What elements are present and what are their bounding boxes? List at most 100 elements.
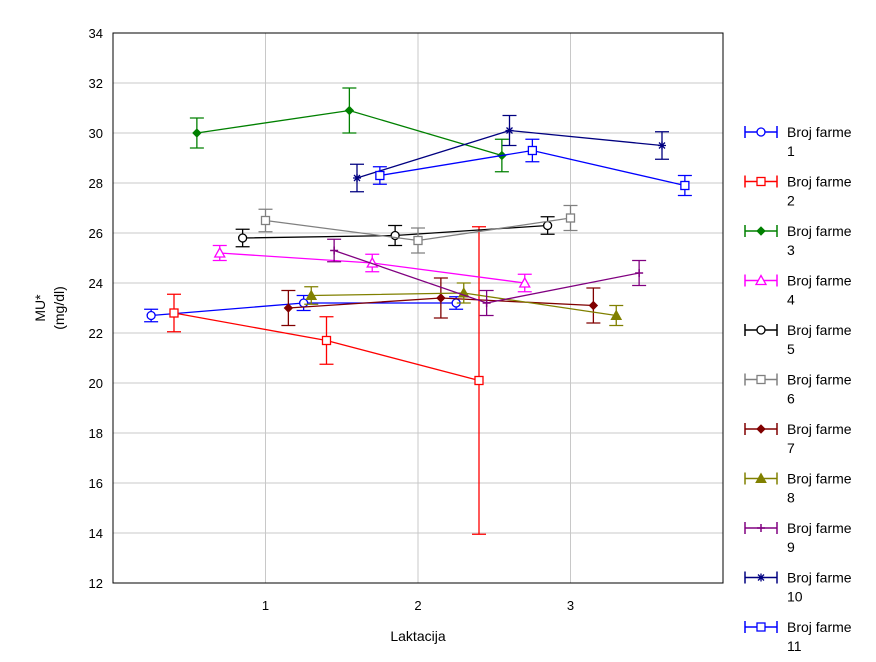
- data-point: [305, 289, 318, 300]
- series-2: [167, 226, 486, 535]
- legend-label-line-1: Broj farme: [787, 174, 852, 190]
- y-tick-label: 30: [89, 126, 103, 141]
- data-point: [321, 335, 332, 346]
- legend-cap: [744, 621, 778, 633]
- data-point: [213, 246, 226, 258]
- data-point: [344, 105, 355, 116]
- legend-label-line-1: Broj farme: [787, 570, 852, 586]
- series-11: [372, 138, 692, 197]
- legend-marker: [757, 573, 765, 582]
- y-tick-label: 22: [89, 326, 103, 341]
- y-tick-label: 14: [89, 526, 103, 541]
- y-tick-label: 18: [89, 426, 103, 441]
- series-group: [144, 87, 692, 535]
- data-point: [565, 213, 576, 223]
- data-point: [375, 170, 385, 181]
- legend-cap: [744, 571, 778, 584]
- y-tick-label: 12: [89, 576, 103, 591]
- legend-label-line-1: Broj farme: [787, 273, 852, 289]
- legend-label-line-1: Broj farme: [787, 471, 852, 487]
- legend-item-5: Broj farme 5: [744, 322, 852, 357]
- legend-label-line-2: 4: [787, 292, 795, 308]
- plot-area-frame: [112, 32, 724, 584]
- data-point: [353, 174, 361, 182]
- legend-label-line-1: Broj farme: [787, 223, 852, 239]
- series-3: [189, 87, 509, 173]
- legend-item-7: Broj farme 7: [744, 421, 852, 456]
- y-tick-label: 28: [89, 176, 103, 191]
- legend-marker: [756, 176, 766, 187]
- legend-marker: [756, 127, 766, 137]
- data-point: [169, 308, 179, 318]
- data-point: [413, 235, 423, 246]
- legend-cap: [744, 324, 778, 336]
- y-tick-label: 16: [89, 476, 103, 491]
- legend-cap: [744, 225, 778, 237]
- legend-label-line-2: 10: [787, 589, 803, 605]
- data-point: [330, 246, 339, 255]
- x-axis-label: Laktacija: [390, 628, 445, 644]
- data-point: [658, 141, 666, 150]
- legend-label-line-2: 9: [787, 539, 795, 555]
- legend-marker: [755, 472, 767, 483]
- legend-label-line-1: Broj farme: [787, 124, 852, 140]
- data-point: [283, 303, 294, 313]
- data-point: [474, 375, 484, 386]
- legend: Broj farme 1 Broj farme 2 Broj farme 3 Broj fa…: [744, 124, 852, 654]
- series-6: [258, 204, 578, 254]
- legend-label-line-2: 1: [787, 143, 795, 159]
- legend-item-9: Broj farme 9: [744, 520, 852, 555]
- x-tick-label: 2: [414, 598, 421, 613]
- legend-cap: [744, 126, 778, 138]
- legend-label-line-2: 8: [787, 490, 795, 506]
- legend-item-2: Broj farme 2: [744, 174, 852, 209]
- series-9: [327, 238, 647, 317]
- legend-label-line-2: 3: [787, 242, 795, 258]
- data-point: [610, 309, 623, 320]
- legend-label-line-1: Broj farme: [787, 520, 852, 536]
- legend-cap: [744, 423, 778, 435]
- data-point: [482, 299, 491, 307]
- y-axis-label-line-2: (mg/dl): [51, 286, 67, 330]
- legend-item-6: Broj farme 6: [744, 372, 852, 407]
- legend-label-line-1: Broj farme: [787, 322, 852, 338]
- y-tick-label: 24: [89, 276, 103, 291]
- data-point: [635, 269, 644, 277]
- y-tick-label: 26: [89, 226, 103, 241]
- y-tick-label: 32: [89, 76, 103, 91]
- legend-marker: [756, 424, 766, 434]
- legend-cap: [744, 522, 778, 534]
- y-tick-label: 20: [89, 376, 103, 391]
- legend-label-line-2: 6: [787, 391, 795, 407]
- data-point: [260, 215, 271, 226]
- legend-label-line-2: 7: [787, 440, 795, 456]
- data-point: [542, 220, 553, 231]
- series-10: [350, 114, 669, 193]
- legend-marker: [754, 274, 768, 286]
- data-point: [518, 276, 531, 288]
- legend-cap: [744, 472, 778, 485]
- legend-item-8: Broj farme 8: [744, 471, 852, 506]
- x-tick-label: 1: [262, 598, 269, 613]
- legend-label-line-1: Broj farme: [787, 619, 852, 635]
- legend-label-line-1: Broj farme: [787, 372, 852, 388]
- legend-cap: [744, 175, 778, 188]
- legend-cap: [744, 373, 778, 386]
- data-point: [680, 180, 690, 191]
- data-point: [146, 310, 156, 321]
- data-point: [192, 128, 202, 138]
- data-point: [527, 145, 538, 156]
- y-axis-label-line-1: MU*: [32, 294, 48, 322]
- data-point: [436, 293, 446, 303]
- data-point: [505, 126, 514, 135]
- legend-label-line-2: 2: [787, 193, 795, 209]
- y-axis-label: MU* (mg/dl): [32, 286, 67, 330]
- series-8: [304, 282, 624, 327]
- data-point: [588, 300, 599, 311]
- legend-marker: [756, 374, 766, 385]
- legend-cap: [744, 274, 778, 287]
- legend-label-line-2: 5: [787, 341, 795, 357]
